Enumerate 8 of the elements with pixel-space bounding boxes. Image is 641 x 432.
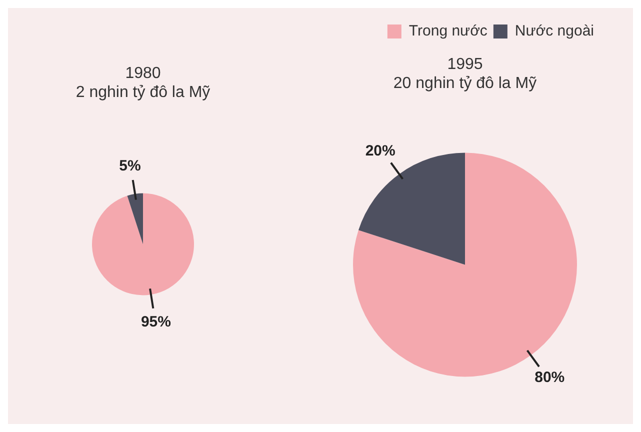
data-label: 20% [365, 142, 396, 160]
data-label: 5% [119, 157, 141, 174]
legend-label: Nước ngoài [514, 22, 594, 40]
chart-title: 1980 2 nghin tỷ đô la Mỹ [76, 65, 210, 102]
data-label: 80% [534, 369, 565, 386]
legend-label: Trong nước [408, 22, 488, 40]
text: 1995 20 nghin tỷ đô la Mỹ [393, 56, 537, 92]
data-label: 95% [140, 313, 171, 330]
